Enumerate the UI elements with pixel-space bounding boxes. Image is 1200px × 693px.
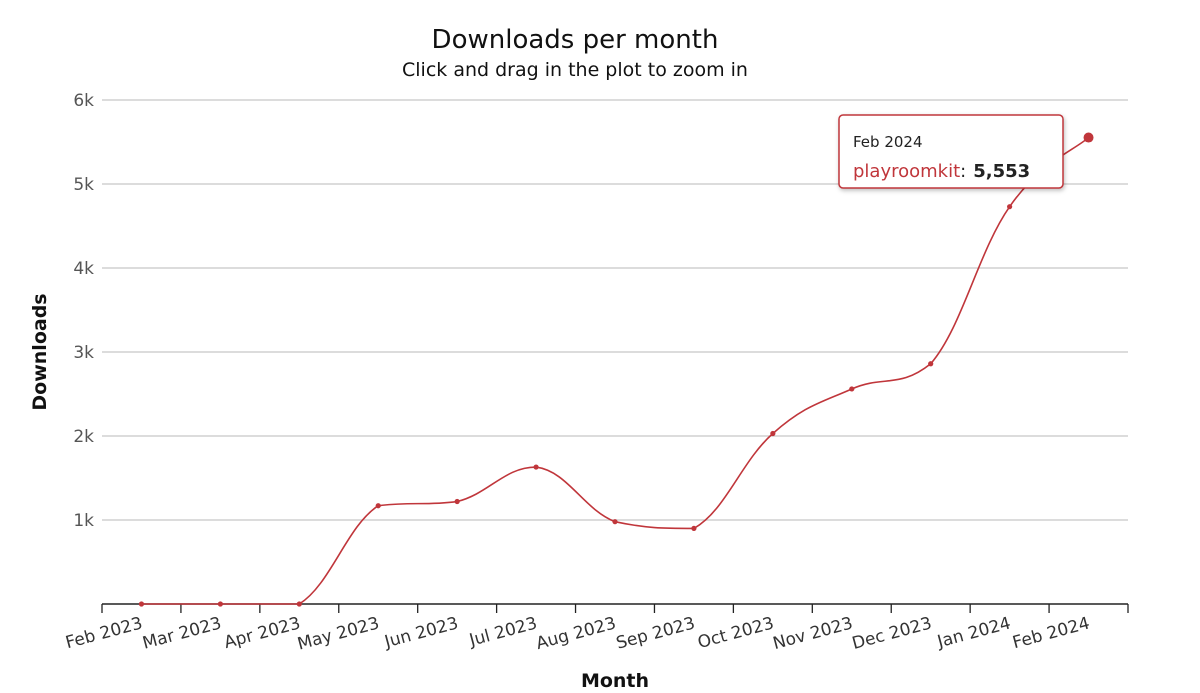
data-point[interactable] (375, 503, 381, 509)
data-point[interactable] (612, 519, 618, 525)
tooltip-date: Feb 2024 (853, 133, 923, 151)
x-tick-label: Oct 2023 (696, 614, 777, 654)
y-tick-label: 5k (73, 175, 94, 195)
data-point[interactable] (533, 464, 539, 470)
x-tick-label: Jul 2023 (466, 614, 539, 651)
tooltip-box (838, 114, 1064, 189)
y-axis-ticks: 1k 2k 3k 4k 5k 6k (73, 91, 94, 531)
data-point[interactable] (849, 386, 855, 392)
x-tick-label: Nov 2023 (771, 614, 855, 655)
tooltip-separator: : (960, 161, 966, 182)
x-tick-label: Feb 2023 (63, 614, 144, 654)
y-tick-label: 1k (73, 511, 94, 531)
data-point[interactable] (1007, 204, 1013, 210)
x-tick-label: Feb 2024 (1011, 614, 1092, 654)
data-point[interactable] (928, 361, 934, 367)
chart-subtitle: Click and drag in the plot to zoom in (402, 59, 748, 81)
chart-title: Downloads per month (432, 25, 719, 55)
x-tick-label: May 2023 (295, 614, 381, 655)
gridlines (102, 99, 1128, 521)
x-tick-label: Aug 2023 (534, 614, 618, 655)
series-line-playroomkit (141, 136, 1090, 605)
data-point[interactable] (770, 430, 776, 437)
tooltip-body: playroomkit: 5,553 (853, 161, 1030, 182)
y-tick-label: 6k (73, 91, 94, 111)
x-tick-label: Apr 2023 (222, 614, 303, 654)
tooltip: Feb 2024 playroomkit: 5,553 (838, 114, 1064, 189)
tooltip-series-label: playroomkit (853, 161, 960, 182)
series-points (138, 132, 1094, 607)
x-tick-label: Sep 2023 (614, 614, 697, 654)
data-point[interactable] (217, 601, 223, 607)
x-tick-label: Jan 2024 (934, 614, 1012, 653)
y-tick-label: 3k (73, 343, 94, 363)
data-point[interactable] (296, 601, 302, 607)
x-tick-label: Dec 2023 (850, 614, 934, 654)
data-point[interactable] (691, 525, 697, 532)
tooltip-value: 5,553 (973, 161, 1030, 182)
y-axis-title: Downloads (29, 293, 51, 410)
x-tick-label: Mar 2023 (141, 614, 224, 654)
x-axis-title: Month (581, 670, 649, 692)
data-point[interactable] (138, 601, 145, 607)
x-tick-label: Jun 2023 (382, 614, 461, 653)
y-tick-label: 4k (73, 259, 94, 279)
y-tick-label: 2k (73, 427, 94, 447)
data-point[interactable] (1083, 132, 1094, 143)
data-point[interactable] (454, 498, 460, 505)
